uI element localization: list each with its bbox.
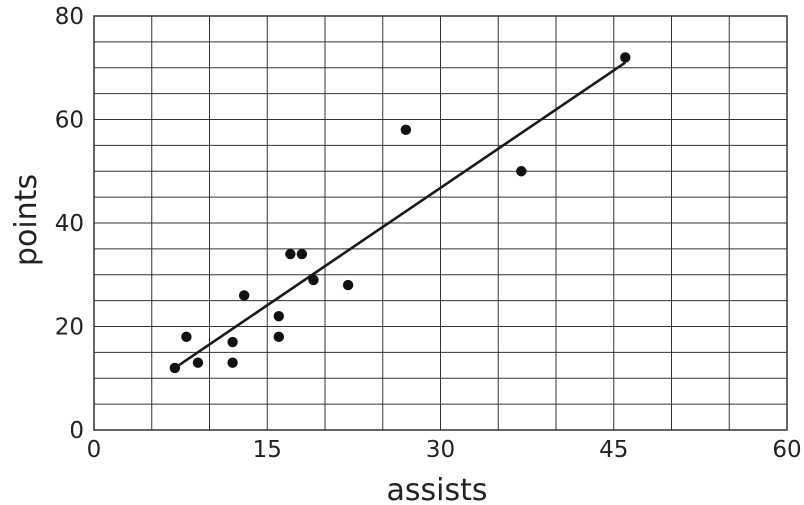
data-point [273,310,284,322]
data-point [227,357,238,368]
x-tick-label: 30 [426,437,455,463]
y-tick-label: 20 [55,315,84,341]
data-point [296,248,308,260]
data-point [192,357,204,368]
data-point [181,331,192,343]
data-point [308,274,319,286]
x-tick-labels: 0 15 30 45 60 [87,437,802,463]
data-points [169,52,631,374]
data-point [238,290,250,301]
y-axis-label: points [9,174,44,266]
y-tick-label: 80 [55,4,84,30]
data-point [273,331,284,343]
data-point [400,124,412,136]
data-point [620,52,631,63]
x-axis-label: assists [386,473,487,505]
x-tick-label: 60 [772,437,801,463]
data-point [342,279,354,291]
data-point [516,166,527,177]
trend-line [174,61,627,369]
plot-frame [93,15,788,431]
y-tick-label: 60 [55,108,84,134]
x-tick-label: 15 [253,437,282,463]
y-tick-labels: 0 20 40 60 80 [55,4,84,444]
y-tick-label: 40 [55,211,84,237]
y-tick-label: 0 [69,418,84,444]
x-tick-label: 45 [599,437,628,463]
data-point [169,362,181,374]
data-point [285,248,296,260]
x-tick-label: 0 [87,437,102,463]
data-point [227,336,238,348]
grid [94,16,787,430]
